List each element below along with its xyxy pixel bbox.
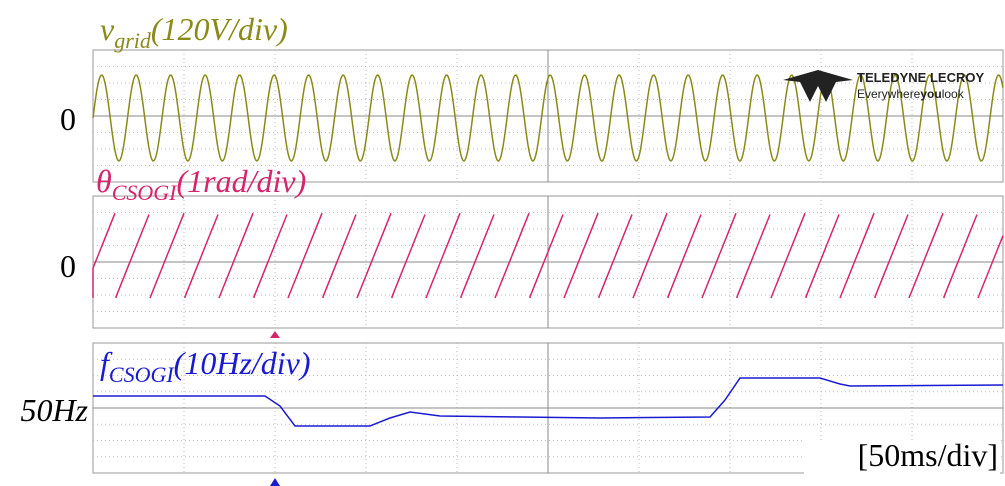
trace-theta [92,212,1004,299]
symbol: v [100,11,115,47]
trace-frequency [93,377,1004,427]
trace-label: vgrid(120V/div) [100,11,288,53]
timebase: [50ms/div] [858,437,998,473]
logo: TELEDYNE LECROY Everywhereyoulook [783,70,984,102]
subscript: CSOGI [112,180,178,205]
reference-label: 50Hz [20,392,88,428]
grids [92,49,1004,474]
logo-tagline: Everywhereyoulook [857,87,965,101]
trace-label: fCSOGI(10Hz/div) [100,345,311,387]
trace-label: θCSOGI(1rad/div) [96,163,306,205]
reference-label: 0 [60,101,76,137]
subscript: grid [114,28,152,53]
tagline: look [942,87,965,101]
reference-label: 0 [60,248,76,284]
logo-mark [783,70,853,102]
tagline: Everywhere [857,87,921,101]
subscript: CSOGI [109,362,175,387]
scale: (120V/div) [151,11,288,47]
waveforms [92,74,1004,427]
tagline: you [920,87,941,101]
timebase-bg [804,440,1000,474]
trigger-marker [270,478,280,486]
trigger-marker [270,331,280,338]
trace-vgrid [92,74,1004,162]
scale: (1rad/div) [177,163,307,199]
symbol: θ [96,163,112,199]
scale: (10Hz/div) [174,345,311,381]
logo-brand: TELEDYNE LECROY [857,70,984,85]
